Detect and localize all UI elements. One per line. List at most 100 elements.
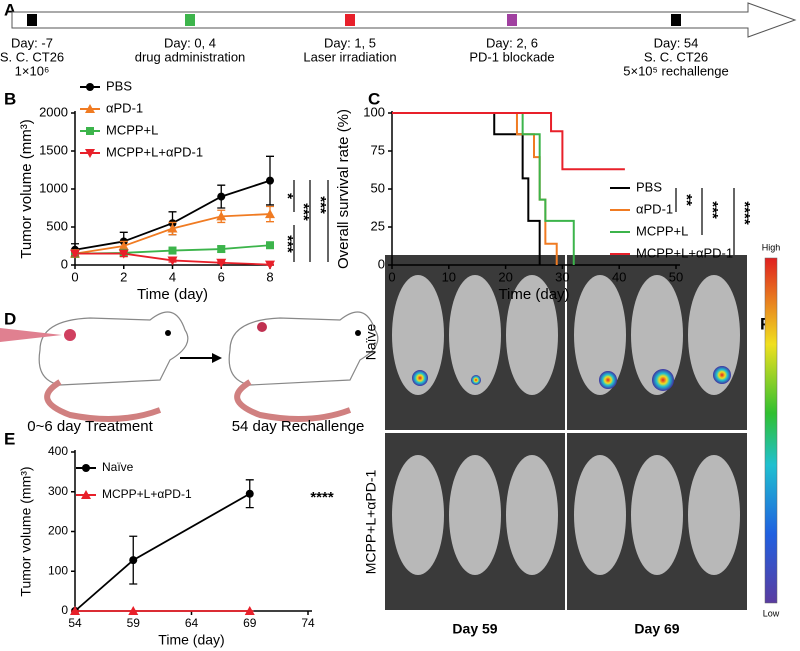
marker [118,241,129,250]
x-tick-label: 6 [218,269,225,284]
legend-label: MCPP+L+αPD-1 [106,144,203,159]
marker [167,223,178,233]
legend-label: PBS [636,179,662,194]
marker [266,176,274,185]
x-tick-label: 74 [301,616,315,630]
significance: *** [295,203,312,221]
x-tick-label: 8 [266,269,273,284]
event-label: PD-1 blockade [469,49,554,64]
marker [245,489,254,498]
significance: * [279,193,296,199]
x-tick-label: 0 [388,269,395,284]
marker [217,245,226,254]
y-tick-label: 100 [363,104,385,119]
marker [129,556,138,565]
y-tick-label: 2000 [39,104,68,119]
marker [70,606,80,615]
timeline-marker [671,14,681,26]
column-label: Day 69 [634,621,679,637]
scheme-arrow-head [212,353,222,363]
significance: **** [736,201,753,225]
y-axis-label: Tumor volume (mm³) [18,119,35,258]
y-tick-label: 300 [48,484,68,498]
x-tick-label: 2 [120,269,127,284]
legend-label: αPD-1 [106,100,143,115]
y-tick-label: 0 [61,603,68,617]
legend-label: Naïve [102,460,134,474]
scheme-label: 54 day Rechallenge [232,418,365,435]
legend-label: PBS [106,78,132,93]
event-label: drug administration [135,49,246,64]
survival-curve [392,112,625,171]
marker [216,211,227,221]
x-axis-label: Time (day) [498,286,569,303]
legend-label: αPD-1 [636,201,673,216]
significance: **** [310,489,334,506]
y-tick-label: 0 [378,256,385,271]
y-tick-label: 75 [371,142,385,157]
event-day: Day: 0, 4 [164,35,216,50]
event-day: Day: 1, 5 [324,35,376,50]
marker [86,127,94,135]
scheme [0,311,379,422]
y-tick-label: 100 [48,563,68,577]
event-day: Day: 2, 6 [486,35,538,50]
y-axis-label: Tumor volume (mm³) [18,466,34,596]
y-tick-label: 25 [371,218,385,233]
marker [266,241,274,250]
timeline-marker [345,14,355,26]
y-tick-label: 200 [48,524,68,538]
x-tick-label: 50 [669,269,683,284]
survival-curve [392,112,541,265]
legend-label: MCPP+L [636,223,688,238]
row-label: MCPP+L+αPD-1 [363,469,379,574]
panel-letter: C [368,89,380,108]
event-label: Laser irradiation [303,49,396,64]
marker [168,246,177,255]
legend-label: MCPP+L [106,122,158,137]
timeline-arrow [11,2,797,38]
x-axis-label: Time (day) [158,632,224,648]
legend-label: MCPP+L+αPD-1 [102,487,192,501]
imaging-panel [385,255,778,610]
marker [70,249,80,259]
survival-curve [392,112,575,265]
marker [86,83,94,91]
scale-label: Low [763,608,780,618]
series-line [74,492,251,612]
marker [85,104,95,113]
y-tick-label: 1500 [39,142,68,157]
event-detail: 1×10⁶ [15,63,50,78]
x-tick-label: 40 [612,269,626,284]
significance: *** [704,201,721,219]
marker [216,258,227,268]
event-label: S. C. CT26 [0,49,64,64]
x-tick-label: 54 [68,616,82,630]
timeline-marker [507,14,517,26]
panel-letter: E [4,429,15,448]
x-tick-label: 0 [71,269,78,284]
y-tick-label: 50 [371,180,385,195]
marker [81,490,91,499]
scheme-label: 0~6 day Treatment [27,418,153,435]
marker [82,464,90,472]
x-tick-label: 10 [442,269,456,284]
x-tick-label: 59 [127,616,141,630]
scale-label: High [762,242,781,252]
y-tick-label: 500 [46,218,68,233]
panel-letter: D [4,309,16,328]
y-tick-label: 1000 [39,180,68,195]
marker [118,249,129,259]
marker [265,209,275,219]
marker [265,260,275,270]
row-label: Naïve [363,324,379,361]
marker [217,192,226,201]
marker [167,256,178,266]
x-tick-label: 4 [169,269,176,284]
marker [244,606,255,615]
x-tick-label: 69 [243,616,257,630]
survival-curve [392,112,558,265]
column-label: Day 59 [452,621,497,637]
marker [128,606,139,615]
